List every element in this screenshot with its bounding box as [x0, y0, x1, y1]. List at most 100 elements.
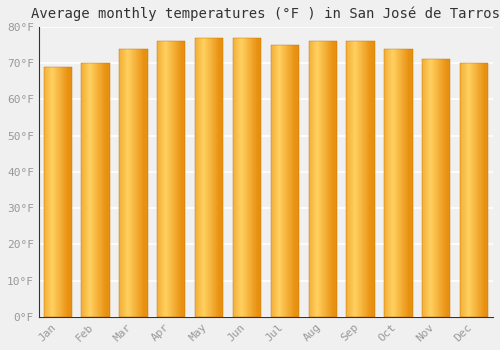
Bar [291, 45, 292, 317]
Bar [349, 41, 350, 317]
Bar [95, 63, 96, 317]
Title: Average monthly temperatures (°F ) in San José de Tarros: Average monthly temperatures (°F ) in Sa… [32, 7, 500, 21]
Bar [260, 38, 261, 317]
Bar [106, 63, 107, 317]
Bar [479, 63, 480, 317]
Bar [222, 38, 224, 317]
Bar [442, 60, 444, 317]
Bar [374, 41, 375, 317]
Bar [205, 38, 206, 317]
Bar [356, 41, 357, 317]
Bar [57, 66, 58, 317]
Bar [65, 66, 66, 317]
Bar [166, 41, 167, 317]
Bar [445, 60, 446, 317]
Bar [440, 60, 441, 317]
Bar [279, 45, 280, 317]
Bar [384, 49, 412, 317]
Bar [435, 60, 436, 317]
Bar [427, 60, 428, 317]
Bar [308, 41, 337, 317]
Bar [388, 49, 389, 317]
Bar [270, 45, 272, 317]
Bar [240, 38, 242, 317]
Bar [181, 41, 182, 317]
Bar [410, 49, 411, 317]
Bar [247, 38, 248, 317]
Bar [314, 41, 315, 317]
Bar [169, 41, 170, 317]
Bar [367, 41, 368, 317]
Bar [362, 41, 364, 317]
Bar [220, 38, 221, 317]
Bar [335, 41, 336, 317]
Bar [83, 63, 84, 317]
Bar [331, 41, 332, 317]
Bar [233, 38, 261, 317]
Bar [163, 41, 164, 317]
Bar [285, 45, 286, 317]
Bar [460, 63, 488, 317]
Bar [82, 63, 83, 317]
Bar [165, 41, 166, 317]
Bar [320, 41, 322, 317]
Bar [355, 41, 356, 317]
Bar [292, 45, 294, 317]
Bar [94, 63, 95, 317]
Bar [107, 63, 108, 317]
Bar [135, 49, 136, 317]
Bar [444, 60, 445, 317]
Bar [62, 66, 64, 317]
Bar [64, 66, 65, 317]
Bar [109, 63, 110, 317]
Bar [212, 38, 214, 317]
Bar [312, 41, 313, 317]
Bar [332, 41, 334, 317]
Bar [239, 38, 240, 317]
Bar [234, 38, 235, 317]
Bar [250, 38, 252, 317]
Bar [336, 41, 337, 317]
Bar [89, 63, 90, 317]
Bar [245, 38, 246, 317]
Bar [365, 41, 366, 317]
Bar [174, 41, 175, 317]
Bar [126, 49, 127, 317]
Bar [157, 41, 186, 317]
Bar [128, 49, 129, 317]
Bar [364, 41, 365, 317]
Bar [276, 45, 277, 317]
Bar [432, 60, 434, 317]
Bar [67, 66, 68, 317]
Bar [287, 45, 288, 317]
Bar [137, 49, 138, 317]
Bar [108, 63, 109, 317]
Bar [235, 38, 236, 317]
Bar [59, 66, 60, 317]
Bar [98, 63, 99, 317]
Bar [249, 38, 250, 317]
Bar [175, 41, 176, 317]
Bar [476, 63, 477, 317]
Bar [389, 49, 390, 317]
Bar [172, 41, 174, 317]
Bar [48, 66, 49, 317]
Bar [411, 49, 412, 317]
Bar [236, 38, 237, 317]
Bar [423, 60, 424, 317]
Bar [140, 49, 141, 317]
Bar [124, 49, 125, 317]
Bar [52, 66, 53, 317]
Bar [45, 66, 46, 317]
Bar [313, 41, 314, 317]
Bar [308, 41, 309, 317]
Bar [47, 66, 48, 317]
Bar [478, 63, 479, 317]
Bar [425, 60, 426, 317]
Bar [386, 49, 387, 317]
Bar [464, 63, 465, 317]
Bar [145, 49, 146, 317]
Bar [404, 49, 405, 317]
Bar [328, 41, 329, 317]
Bar [390, 49, 392, 317]
